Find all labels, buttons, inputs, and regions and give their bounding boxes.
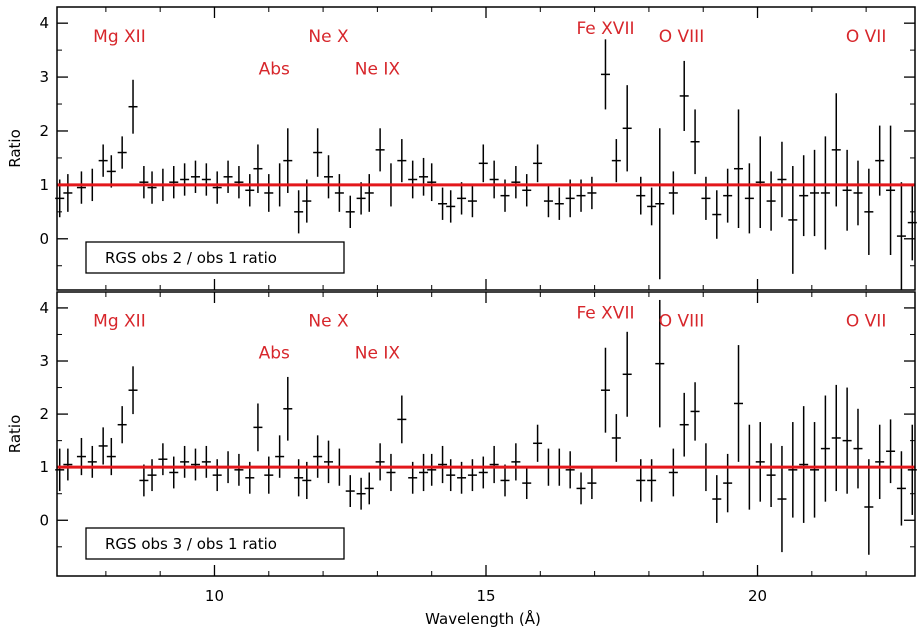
line-label: Mg XII: [93, 27, 146, 47]
line-label: Abs: [259, 343, 290, 363]
x-axis-title: Wavelength (Å): [425, 609, 541, 628]
y-tick-label: 0: [39, 511, 49, 529]
y-tick-label: 4: [39, 14, 49, 32]
legend-text: RGS obs 3 / obs 1 ratio: [105, 535, 277, 553]
plot-frame: [56, 291, 916, 577]
line-label: O VIII: [659, 312, 704, 332]
line-label: Fe XVII: [576, 304, 634, 324]
legend-text: RGS obs 2 / obs 1 ratio: [105, 249, 277, 267]
panel-obs3-ratio: 0 1 2 3 4 Ratio Mg XII Abs Ne X Ne IX Fe XVII O VII…: [6, 291, 917, 577]
x-axis-tick-labels: 10 15 20: [205, 587, 767, 605]
line-label: Ne IX: [355, 343, 401, 363]
line-label: Abs: [259, 59, 290, 79]
y-tick-label: 2: [39, 122, 49, 140]
y-tick-label: 1: [39, 458, 49, 476]
x-tick-label: 10: [205, 587, 224, 605]
x-tick-label: 20: [748, 587, 767, 605]
y-tick-label: 1: [39, 176, 49, 194]
line-label: O VII: [846, 312, 886, 332]
line-label: Fe XVII: [576, 19, 634, 39]
y-tick-label: 2: [39, 405, 49, 423]
line-label: O VII: [846, 27, 886, 47]
x-tick-label: 15: [476, 587, 495, 605]
line-label: Ne X: [308, 312, 349, 332]
line-label: Mg XII: [93, 312, 146, 332]
legend-box: [85, 527, 345, 560]
y-axis-title: Ratio: [6, 129, 24, 168]
panel-obs2-ratio: 0 1 2 3 4 Ratio Mg XII Abs Ne X Ne IX Fe XVII O VII…: [6, 6, 917, 291]
y-tick-label: 3: [39, 352, 49, 370]
plot-frame: [56, 6, 916, 291]
line-label: Ne IX: [355, 59, 401, 79]
y-axis-title: Ratio: [6, 415, 24, 454]
line-label: O VIII: [659, 27, 704, 47]
y-tick-label: 0: [39, 230, 49, 248]
legend-box: [85, 241, 345, 274]
y-tick-label: 4: [39, 299, 49, 317]
line-label: Ne X: [308, 27, 349, 47]
y-tick-label: 3: [39, 68, 49, 86]
